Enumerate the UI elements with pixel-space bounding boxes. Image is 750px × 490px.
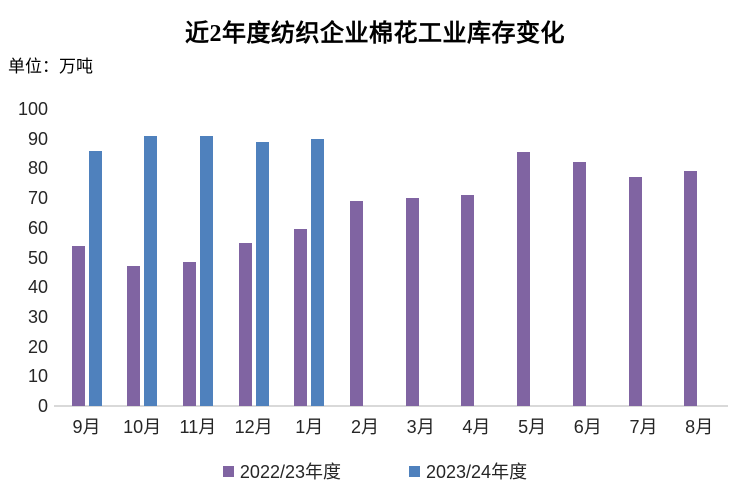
x-axis-label: 12月 [234, 417, 273, 437]
y-tick-label: 60 [27, 217, 48, 238]
bar-2022-23-10月 [127, 266, 141, 406]
x-axis-label: 5月 [518, 417, 547, 437]
y-tick-label: 50 [27, 247, 48, 268]
bar-2023-24-11月 [199, 135, 213, 406]
bar-2022-23-3月 [405, 198, 419, 406]
x-axis-label: 2月 [350, 417, 380, 437]
x-axis-label: 4月 [462, 417, 491, 437]
bar-2022-23-2月 [350, 201, 363, 406]
bar-2022-23-4月 [461, 195, 475, 406]
y-tick-label: 40 [27, 277, 48, 298]
bar-2022-23-9月 [71, 245, 85, 406]
legend: 2022/23年度 2023/24年度 [0, 458, 750, 484]
y-tick-label: 20 [27, 336, 48, 357]
bar-2022-23-1月 [294, 229, 308, 406]
y-tick-label: 0 [37, 396, 48, 416]
bar-2023-24-9月 [88, 150, 102, 406]
y-tick-label: 90 [27, 128, 48, 149]
x-axis-line [54, 405, 728, 407]
x-axis-label: 10月 [123, 417, 162, 437]
unit-label: 单位：万吨 [8, 57, 93, 76]
bar-2023-24-10月 [144, 135, 158, 406]
legend-label-2022-23: 2022/23年度 [239, 462, 341, 482]
x-axis-label: 6月 [573, 417, 602, 437]
legend-label-2023-24: 2023/24年度 [426, 462, 528, 482]
bar-2022-23-7月 [628, 177, 642, 406]
y-tick-label: 100 [17, 99, 48, 119]
y-tick-label: 30 [27, 306, 48, 327]
chart-title: 近2年度纺织企业棉花工业库存变化 [185, 21, 565, 47]
bar-2022-23-12月 [238, 242, 252, 406]
x-axis-label: 11月 [179, 417, 217, 437]
legend-swatch-2022-23-icon [222, 465, 234, 477]
y-tick-label: 80 [27, 158, 48, 179]
bar-2023-24-12月 [255, 141, 269, 406]
legend-item-2022-23: 2022/23年度 [222, 458, 341, 484]
x-axis-label: 7月 [629, 417, 658, 437]
bar-2023-24-1月 [311, 138, 325, 406]
x-axis-label: 8月 [685, 417, 714, 437]
bar-2022-23-8月 [684, 171, 698, 406]
x-axis-label: 3月 [406, 417, 435, 437]
x-axis-label: 9月 [72, 417, 101, 437]
bar-2022-23-6月 [572, 162, 586, 406]
y-tick-label: 70 [27, 188, 48, 209]
legend-swatch-2023-24-icon [409, 465, 420, 477]
bar-2022-23-11月 [182, 261, 196, 406]
legend-item-2023-24: 2023/24年度 [409, 458, 527, 484]
bar-2022-23-5月 [517, 152, 531, 406]
y-tick-label: 10 [27, 366, 48, 387]
x-axis-label: 1月 [295, 417, 324, 437]
